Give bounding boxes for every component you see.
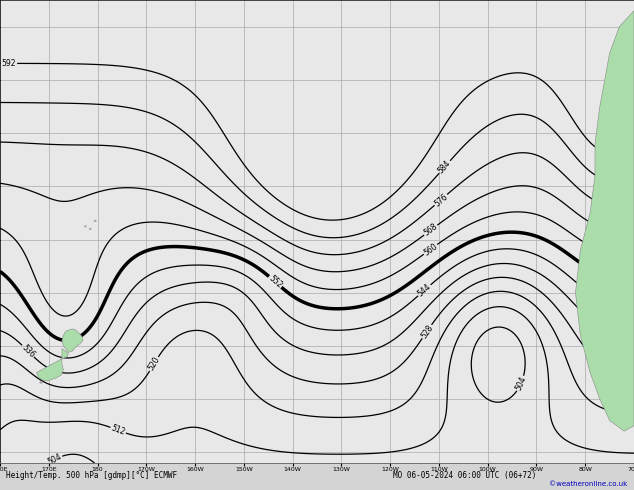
Text: 536: 536 [20,343,36,360]
Text: 592: 592 [2,59,16,68]
Polygon shape [84,225,87,227]
Polygon shape [576,11,634,431]
Text: 528: 528 [419,323,435,340]
Text: ©weatheronline.co.uk: ©weatheronline.co.uk [550,481,628,487]
Text: 560: 560 [422,242,439,257]
Text: 552: 552 [267,274,283,290]
Text: MO 06-05-2024 06:00 UTC (06+72): MO 06-05-2024 06:00 UTC (06+72) [393,471,536,480]
Text: Height/Temp. 500 hPa [gdmp][°C] ECMWF: Height/Temp. 500 hPa [gdmp][°C] ECMWF [6,471,178,480]
Text: 584: 584 [437,159,453,175]
Text: 520: 520 [146,355,162,372]
Text: 568: 568 [422,222,439,238]
Polygon shape [89,228,92,230]
Text: 504: 504 [46,452,63,467]
Text: 576: 576 [432,192,450,208]
Polygon shape [37,348,68,381]
Text: 512: 512 [110,423,126,437]
Polygon shape [62,329,83,352]
Polygon shape [94,220,96,222]
Text: 544: 544 [416,282,433,298]
Polygon shape [39,381,43,384]
Text: 504: 504 [514,375,528,392]
